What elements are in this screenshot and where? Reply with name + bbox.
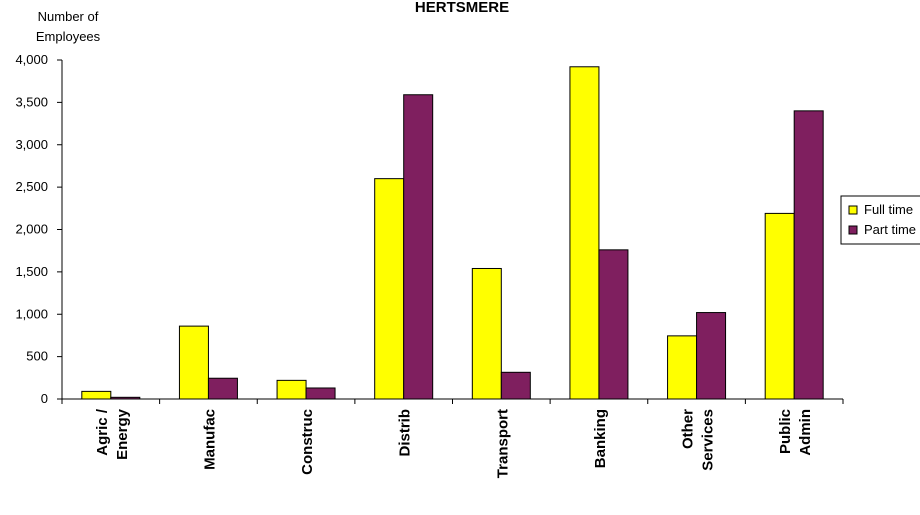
x-category-label: Banking [592,409,609,468]
bar-full-time [178,325,209,400]
x-category-label: Energy [114,408,131,460]
bar-full-time [276,379,307,400]
bar-part-time [598,249,629,400]
bar-full-time [667,335,698,400]
legend-swatch [848,225,858,235]
bars [81,66,824,400]
x-category-label: Transport [494,409,511,478]
bar-full-time [81,390,112,400]
x-category-label: Services [700,409,717,471]
bar-full-time [374,178,405,400]
chart-title: HERTSMERE [415,0,509,16]
y-tick-label: 1,000 [15,306,48,321]
bar-full-time [569,66,600,400]
bar-part-time [110,396,141,400]
x-category-label: Distrib [397,409,414,457]
y-tick-label: 1,500 [15,264,48,279]
x-category-label: Admin [797,409,814,456]
legend: Full time Part time [840,195,920,245]
bar-part-time [305,387,336,400]
bar-part-time [403,94,434,400]
y-tick-label: 3,000 [15,137,48,152]
legend-swatch [848,205,858,215]
legend-label: Full time [864,202,913,217]
bar-part-time [793,110,824,400]
y-axis-label-line-1: Number of [38,9,99,24]
x-category-label: Construc [299,409,316,475]
x-category-label: Public [777,409,794,454]
y-tick-label: 500 [26,349,48,364]
legend-label: Part time [864,222,916,237]
legend-box [840,195,920,245]
bar-part-time [500,371,531,400]
y-ticks: 0 500 1,000 1,500 2,000 2,500 3,000 3,500 4,000 [15,52,62,406]
y-tick-label: 0 [41,391,48,406]
y-tick-label: 3,500 [15,94,48,109]
bar-full-time [471,267,502,400]
x-category-label: Agric / [94,408,111,456]
y-tick-label: 2,000 [15,222,48,237]
y-axis-label-line-2: Employees [36,29,101,44]
y-tick-label: 2,500 [15,179,48,194]
y-tick-label: 4,000 [15,52,48,67]
x-category-labels: Agric / Energy Manufac Construc Distrib Trans… [94,408,814,478]
x-category-label: Other [680,409,697,449]
bar-part-time [207,377,238,400]
bar-part-time [696,312,727,400]
x-category-label: Manufac [201,409,218,470]
bar-full-time [764,212,795,400]
